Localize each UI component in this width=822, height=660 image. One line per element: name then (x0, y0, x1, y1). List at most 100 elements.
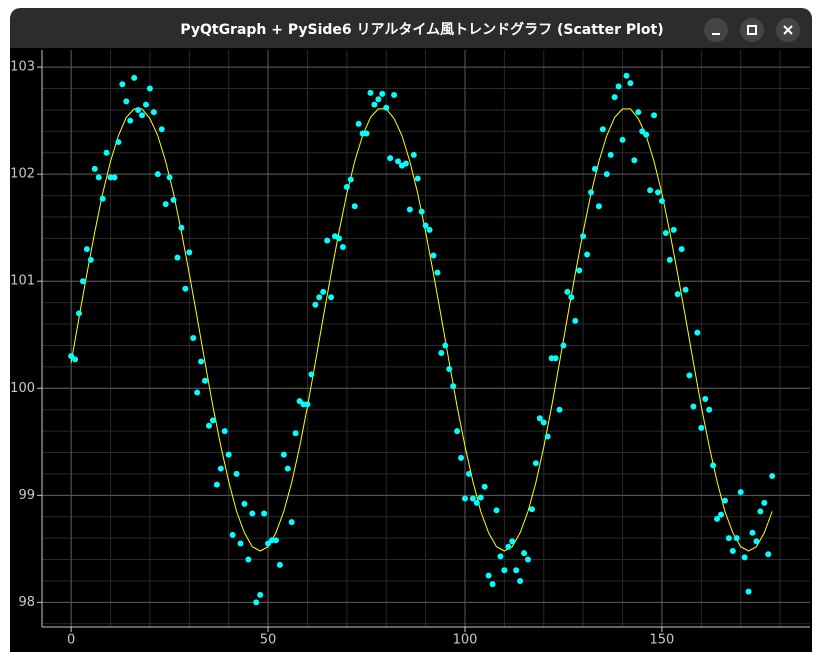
scatter-point (658, 197, 665, 204)
scatter-point (599, 126, 606, 133)
scatter-point (343, 184, 350, 191)
scatter-point (525, 556, 532, 563)
scatter-point (717, 511, 724, 518)
scatter-point (509, 538, 516, 545)
scatter-point (304, 401, 311, 408)
scatter-point (418, 208, 425, 215)
scatter-point (245, 556, 252, 563)
scatter-point (737, 489, 744, 496)
y-tick-label: 103 (10, 60, 35, 75)
scatter-point (430, 252, 437, 259)
scatter-point (741, 554, 748, 561)
scatter-point (473, 499, 480, 506)
scatter-point (150, 109, 157, 116)
scatter-point (714, 515, 721, 522)
scatter-point (257, 591, 264, 598)
scatter-point (115, 139, 122, 146)
scatter-point (316, 294, 323, 301)
scatter-point (564, 288, 571, 295)
x-tick-label: 50 (260, 633, 277, 648)
scatter-point (209, 417, 216, 424)
scatter-point (406, 206, 413, 213)
scatter-point (670, 226, 677, 233)
scatter-point (615, 83, 622, 90)
x-tick-label: 150 (649, 633, 674, 648)
scatter-point (556, 406, 563, 413)
scatter-point (493, 507, 500, 514)
scatter-point (198, 358, 205, 365)
scatter-point (651, 112, 658, 119)
scatter-point (241, 500, 248, 507)
scatter-point (95, 174, 102, 181)
scatter-point (335, 235, 342, 242)
scatter-point (686, 372, 693, 379)
scatter-point (308, 371, 315, 378)
scatter-point (694, 329, 701, 336)
scatter-point (170, 196, 177, 203)
scatter-point (568, 294, 575, 301)
y-tick-label: 100 (10, 381, 35, 396)
scatter-point (72, 356, 79, 363)
minimize-button[interactable] (704, 18, 728, 42)
scatter-point (532, 460, 539, 467)
y-tick-label: 99 (18, 488, 35, 503)
scatter-point (178, 224, 185, 231)
scatter-point (119, 81, 126, 88)
scatter-point (280, 451, 287, 458)
x-tick-label: 100 (453, 633, 478, 648)
scatter-point (312, 301, 319, 308)
scatter-point (544, 433, 551, 440)
scatter-point (733, 535, 740, 542)
scatter-point (87, 256, 94, 263)
scatter-point (103, 149, 110, 156)
scatter-point (702, 395, 709, 402)
scatter-point (213, 481, 220, 488)
scatter-point (123, 98, 130, 105)
scatter-point (580, 233, 587, 240)
scatter-point (99, 195, 106, 202)
y-tick-label: 101 (10, 274, 35, 289)
maximize-button[interactable] (740, 18, 764, 42)
scatter-point (225, 451, 232, 458)
scatter-point (253, 599, 260, 606)
scatter-point (749, 529, 756, 536)
scatter-point (205, 422, 212, 429)
scatter-point (387, 155, 394, 162)
scatter-point (410, 151, 417, 158)
scatter-point (540, 419, 547, 426)
scatter-point (127, 117, 134, 124)
scatter-point (328, 294, 335, 301)
scatter-point (221, 428, 228, 435)
scatter-point (501, 567, 508, 574)
scatter-point (142, 101, 149, 108)
scatter-point (761, 499, 768, 506)
scatter-point (229, 531, 236, 538)
scatter-point (414, 175, 421, 182)
window-title: PyQtGraph + PySide6 リアルタイム風トレンドグラフ (Scat… (180, 21, 663, 38)
scatter-point (284, 465, 291, 472)
scatter-point (186, 249, 193, 256)
close-button[interactable] (776, 18, 800, 42)
scatter-point (162, 201, 169, 208)
title-bar (10, 8, 812, 48)
scatter-point (166, 174, 173, 181)
scatter-point (489, 581, 496, 588)
scatter-point (383, 104, 390, 111)
scatter-point (765, 551, 772, 558)
scatter-point (595, 203, 602, 210)
scatter-point (202, 377, 209, 384)
scatter-point (521, 550, 528, 557)
scatter-point (233, 470, 240, 477)
scatter-point (769, 473, 776, 480)
scatter-point (611, 94, 618, 101)
scatter-point (513, 567, 520, 574)
scatter-point (182, 285, 189, 292)
scatter-point (536, 415, 543, 422)
scatter-point (623, 72, 630, 79)
scatter-point (552, 355, 559, 362)
scatter-point (111, 174, 118, 181)
scatter-point (324, 237, 331, 244)
scatter-point (292, 430, 299, 437)
scatter-point (698, 424, 705, 431)
